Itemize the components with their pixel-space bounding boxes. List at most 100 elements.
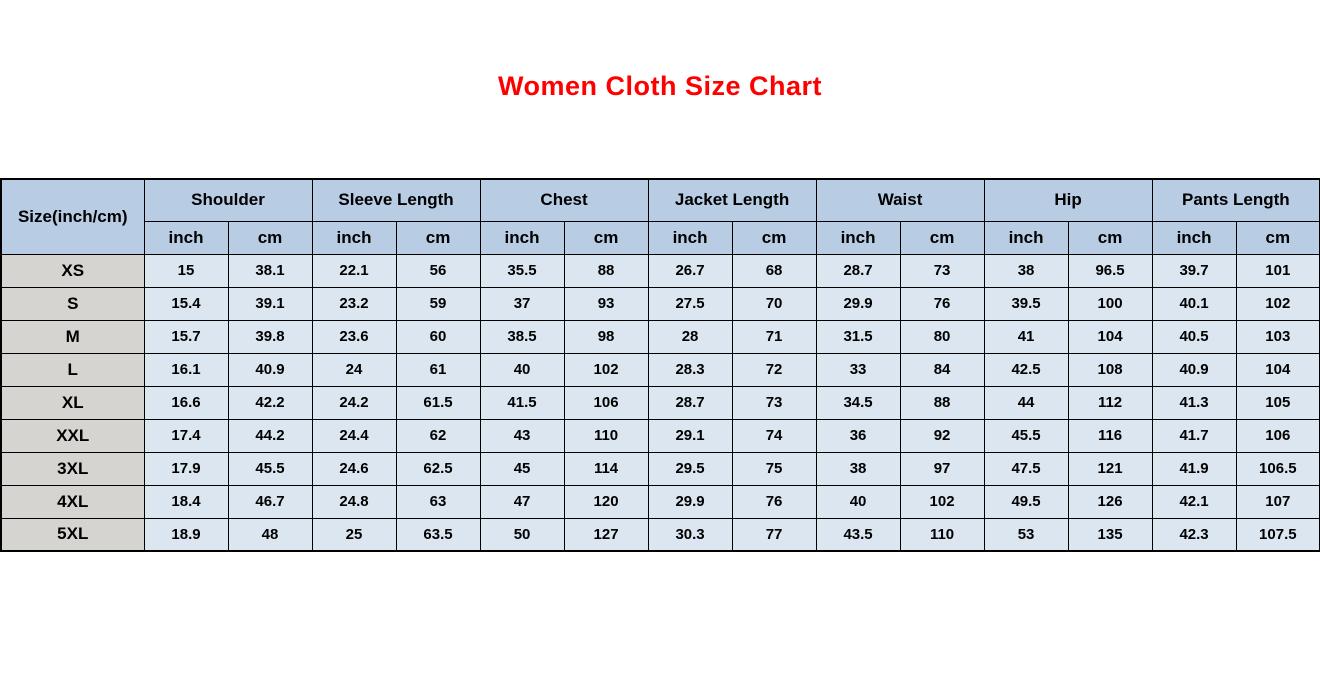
- value-cell: 48: [227, 517, 313, 552]
- value-cell: 25: [311, 517, 397, 552]
- value-cell: 17.9: [143, 451, 229, 486]
- unit-header-waist-inch: inch: [815, 220, 901, 255]
- unit-header-chest-inch: inch: [479, 220, 565, 255]
- value-cell: 16.1: [143, 352, 229, 387]
- value-cell: 45: [479, 451, 565, 486]
- table-row-5xl: 5XL 18.9 48 25 63.5 50 127 30.3 77 43.5 110 53 135 42…: [0, 517, 1320, 552]
- unit-header-sleeve-length-inch: inch: [311, 220, 397, 255]
- value-cell: 38.5: [479, 319, 565, 354]
- value-cell: 98: [563, 319, 649, 354]
- value-cell: 17.4: [143, 418, 229, 453]
- table-row-l: L 16.1 40.9 24 61 40 102 28.3 72 33 84 42.5 108 40.9 1…: [0, 352, 1320, 387]
- table-row-xxl: XXL 17.4 44.2 24.4 62 43 110 29.1 74 36 92 45.5 116 4…: [0, 418, 1320, 453]
- value-cell: 77: [731, 517, 817, 552]
- unit-header-pants-length-inch: inch: [1151, 220, 1237, 255]
- value-cell: 43: [479, 418, 565, 453]
- value-cell: 15.7: [143, 319, 229, 354]
- value-cell: 126: [1067, 484, 1153, 519]
- size-cell-5xl: 5XL: [0, 517, 145, 552]
- value-cell: 112: [1067, 385, 1153, 420]
- value-cell: 96.5: [1067, 253, 1153, 288]
- value-cell: 100: [1067, 286, 1153, 321]
- table-row-m: M 15.7 39.8 23.6 60 38.5 98 28 71 31.5 80 41 104 40.5…: [0, 319, 1320, 354]
- value-cell: 88: [563, 253, 649, 288]
- value-cell: 106: [1235, 418, 1320, 453]
- value-cell: 73: [899, 253, 985, 288]
- value-cell: 68: [731, 253, 817, 288]
- size-cell-s: S: [0, 286, 145, 321]
- value-cell: 53: [983, 517, 1069, 552]
- value-cell: 60: [395, 319, 481, 354]
- value-cell: 47.5: [983, 451, 1069, 486]
- unit-header-jacket-length-cm: cm: [731, 220, 817, 255]
- value-cell: 40.9: [227, 352, 313, 387]
- size-cell-xs: XS: [0, 253, 145, 288]
- value-cell: 15.4: [143, 286, 229, 321]
- value-cell: 56: [395, 253, 481, 288]
- value-cell: 107.5: [1235, 517, 1320, 552]
- value-cell: 121: [1067, 451, 1153, 486]
- group-header-sleeve-length: Sleeve Length: [311, 178, 481, 222]
- unit-header-waist-cm: cm: [899, 220, 985, 255]
- value-cell: 41.9: [1151, 451, 1237, 486]
- value-cell: 72: [731, 352, 817, 387]
- value-cell: 29.5: [647, 451, 733, 486]
- group-header-pants-length: Pants Length: [1151, 178, 1320, 222]
- value-cell: 41.3: [1151, 385, 1237, 420]
- value-cell: 18.9: [143, 517, 229, 552]
- size-cell-4xl: 4XL: [0, 484, 145, 519]
- value-cell: 41: [983, 319, 1069, 354]
- value-cell: 40.1: [1151, 286, 1237, 321]
- unit-header-hip-inch: inch: [983, 220, 1069, 255]
- value-cell: 29.9: [815, 286, 901, 321]
- size-cell-xl: XL: [0, 385, 145, 420]
- value-cell: 27.5: [647, 286, 733, 321]
- value-cell: 127: [563, 517, 649, 552]
- value-cell: 38: [815, 451, 901, 486]
- unit-header-row: inch cm inch cm inch cm inch cm inch cm inch cm inch…: [1, 220, 1320, 255]
- value-cell: 24.6: [311, 451, 397, 486]
- value-cell: 120: [563, 484, 649, 519]
- value-cell: 28.3: [647, 352, 733, 387]
- value-cell: 92: [899, 418, 985, 453]
- value-cell: 16.6: [143, 385, 229, 420]
- value-cell: 15: [143, 253, 229, 288]
- value-cell: 45.5: [983, 418, 1069, 453]
- value-cell: 93: [563, 286, 649, 321]
- value-cell: 42.1: [1151, 484, 1237, 519]
- value-cell: 33: [815, 352, 901, 387]
- value-cell: 38: [983, 253, 1069, 288]
- value-cell: 102: [563, 352, 649, 387]
- table-row-xl: XL 16.6 42.2 24.2 61.5 41.5 106 28.7 73 34.5 88 44 1…: [0, 385, 1320, 420]
- value-cell: 110: [899, 517, 985, 552]
- value-cell: 49.5: [983, 484, 1069, 519]
- size-cell-m: M: [0, 319, 145, 354]
- value-cell: 62.5: [395, 451, 481, 486]
- size-cell-l: L: [0, 352, 145, 387]
- value-cell: 38.1: [227, 253, 313, 288]
- value-cell: 88: [899, 385, 985, 420]
- value-cell: 46.7: [227, 484, 313, 519]
- value-cell: 110: [563, 418, 649, 453]
- value-cell: 61.5: [395, 385, 481, 420]
- value-cell: 75: [731, 451, 817, 486]
- table-row-s: S 15.4 39.1 23.2 59 37 93 27.5 70 29.9 76 39.5 100 40…: [0, 286, 1320, 321]
- group-header-row: Size(inch/cm) Shoulder Sleeve Length Chest J…: [0, 178, 1320, 255]
- value-cell: 74: [731, 418, 817, 453]
- value-cell: 44: [983, 385, 1069, 420]
- value-cell: 76: [899, 286, 985, 321]
- size-chart-table: Size(inch/cm) Shoulder Sleeve Length Chest J…: [0, 178, 1320, 552]
- value-cell: 23.2: [311, 286, 397, 321]
- size-cell-xxl: XXL: [0, 418, 145, 453]
- table-header: Size(inch/cm) Shoulder Sleeve Length Chest J…: [0, 178, 1320, 255]
- value-cell: 42.2: [227, 385, 313, 420]
- group-header-hip: Hip: [983, 178, 1153, 222]
- value-cell: 101: [1235, 253, 1320, 288]
- value-cell: 39.8: [227, 319, 313, 354]
- unit-header-chest-cm: cm: [563, 220, 649, 255]
- value-cell: 30.3: [647, 517, 733, 552]
- value-cell: 104: [1235, 352, 1320, 387]
- value-cell: 18.4: [143, 484, 229, 519]
- value-cell: 73: [731, 385, 817, 420]
- value-cell: 24.8: [311, 484, 397, 519]
